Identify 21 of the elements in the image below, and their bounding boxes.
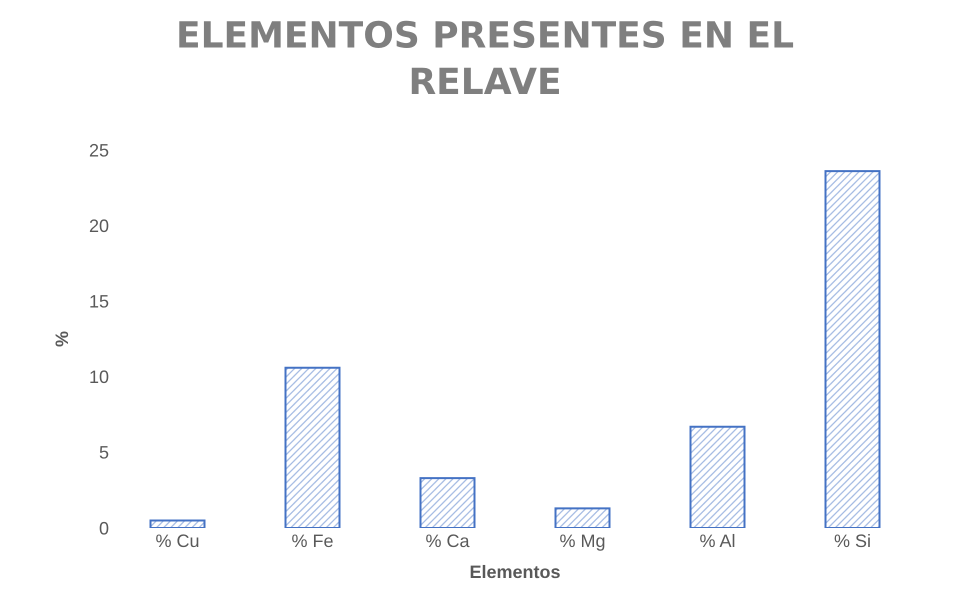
bar	[824, 170, 880, 528]
y-tick-label: 15	[88, 292, 109, 312]
y-axis-title: %	[52, 330, 72, 348]
bar	[690, 426, 746, 528]
x-tick-label: % Mg	[559, 531, 606, 551]
y-tick-label: 5	[98, 442, 109, 463]
x-tick-label: % Al	[699, 531, 736, 551]
x-tick-label: % Cu	[155, 531, 200, 551]
bar	[420, 477, 476, 528]
y-tick-label: 20	[88, 216, 109, 236]
x-tick-label: % Si	[834, 531, 872, 551]
x-tick-label: % Ca	[425, 531, 470, 551]
y-tick-label: 25	[88, 140, 109, 160]
x-axis-title: Elementos	[469, 562, 561, 582]
y-tick-label: 0	[98, 518, 109, 538]
bar	[284, 366, 340, 528]
chart-title: ELEMENTOS PRESENTES EN EL RELAVE	[176, 15, 794, 104]
bar	[554, 507, 610, 528]
x-tick-label: % Fe	[291, 531, 334, 551]
bar	[150, 519, 206, 528]
y-tick-label: 10	[88, 367, 109, 388]
